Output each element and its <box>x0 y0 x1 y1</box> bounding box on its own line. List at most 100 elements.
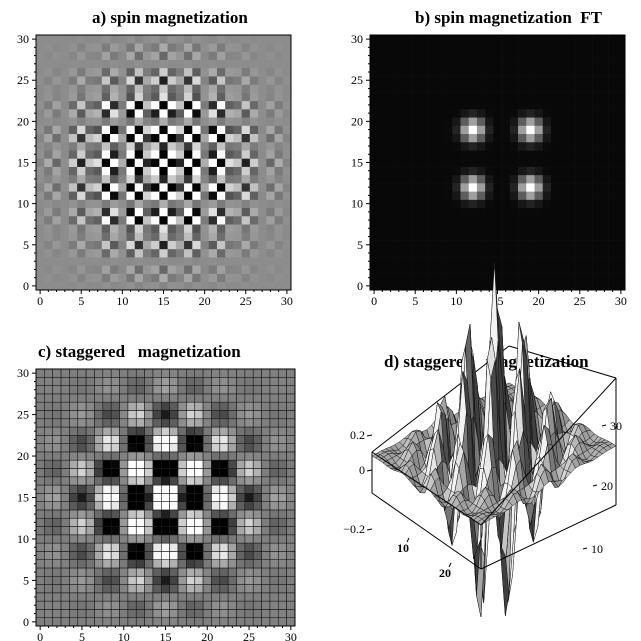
panel-b-cell <box>518 92 527 102</box>
panel-c-cell <box>94 575 104 585</box>
panel-c-cell <box>44 584 53 594</box>
panel-b-cell <box>427 281 437 291</box>
panel-a-cell <box>225 51 234 60</box>
panel-b-cell <box>476 166 486 176</box>
panel-a-cell <box>159 183 168 192</box>
panel-b-cell <box>411 248 420 258</box>
panel-c-cell <box>219 517 229 527</box>
panel-c-cell <box>219 559 229 569</box>
panel-c-cell <box>52 468 62 478</box>
panel-c-cell <box>102 401 112 411</box>
panel-a-cell <box>44 174 53 184</box>
panel-b-cell <box>575 207 585 217</box>
panel-a-cell <box>175 199 185 209</box>
panel-a-cell <box>159 174 168 184</box>
panel-a-cell <box>208 166 218 176</box>
panel-a-cell <box>208 240 218 250</box>
panel-b-cell <box>476 150 486 159</box>
panel-c-cell <box>110 617 120 627</box>
panel-b-cell <box>559 207 568 217</box>
panel-a-cell <box>93 150 103 159</box>
panel-a-cell <box>44 76 53 85</box>
panel-a-cell <box>258 84 267 93</box>
panel-b-cell <box>402 174 412 184</box>
panel-c-cell <box>161 418 170 428</box>
panel-c-cell <box>60 592 70 602</box>
panel-c-x-tick-label: 5 <box>79 630 85 641</box>
panel-c-cell <box>261 517 271 527</box>
panel-a-cell <box>142 215 152 225</box>
panel-c-cell <box>110 501 120 511</box>
panel-c-cell <box>177 393 187 403</box>
panel-b-cell <box>452 51 461 60</box>
panel-c-cell <box>236 592 246 602</box>
panel-c-cell <box>144 575 154 585</box>
panel-a-cell <box>85 281 94 291</box>
panel-c-cell <box>269 575 279 585</box>
panel-b-cell <box>493 92 502 102</box>
panel-b-cell <box>616 109 626 118</box>
panel-b-cell <box>509 224 519 233</box>
panel-a-cell <box>151 117 160 126</box>
panel-c-cell <box>177 493 187 502</box>
panel-a-cell <box>101 281 111 291</box>
panel-c-cell <box>127 459 137 469</box>
panel-c-cell <box>77 410 87 420</box>
panel-b-cell <box>468 248 478 258</box>
panel-a-cell <box>249 174 259 184</box>
panel-a-cell <box>93 51 103 60</box>
panel-c-cell <box>211 401 221 411</box>
panel-a-cell <box>151 232 160 241</box>
panel-a-cell <box>93 35 103 44</box>
panel-c-cell <box>211 509 221 519</box>
panel-a-cell <box>216 59 226 69</box>
panel-a-cell <box>249 207 259 217</box>
panel-c-cell <box>194 617 204 627</box>
panel-b-cell <box>476 183 486 192</box>
panel-d-title: d) staggered magnetization <box>384 352 589 371</box>
panel-a-cell <box>101 109 111 118</box>
panel-c-cell <box>286 551 296 560</box>
panel-a-cell <box>200 141 210 151</box>
panel-a-cell <box>60 100 70 110</box>
panel-a-cell <box>68 125 78 135</box>
panel-c-cell <box>152 542 162 552</box>
panel-a-cell <box>200 51 210 60</box>
panel-b-cell <box>600 158 609 167</box>
panel-b-cell <box>419 35 428 44</box>
panel-c-cell <box>119 435 129 444</box>
panel-c-cell <box>194 509 204 519</box>
panel-b-cell <box>476 67 486 77</box>
panel-a-cell <box>36 43 45 52</box>
z-tick-label: −0.2 <box>343 522 365 536</box>
panel-a-cell <box>274 265 284 274</box>
panel-b-cell <box>542 215 552 225</box>
panel-c-cell <box>186 468 196 478</box>
panel-b-cell <box>559 248 568 258</box>
panel-b-cell <box>468 232 478 241</box>
panel-b-cell <box>444 150 453 159</box>
panel-a-cell <box>200 265 210 274</box>
panel-b-cell <box>370 100 379 110</box>
panel-a-cell <box>142 92 152 102</box>
panel-c-cell <box>177 401 187 411</box>
panel-c-cell <box>202 526 212 536</box>
panel-c-cell <box>202 376 212 386</box>
panel-a-cell <box>101 67 111 77</box>
panel-b-cell <box>616 100 626 110</box>
panel-b-cell <box>435 224 445 233</box>
panel-c-cell <box>119 559 129 569</box>
panel-a-cell <box>44 35 53 44</box>
panel-a-cell <box>249 215 259 225</box>
panel-a-cell <box>266 150 275 159</box>
panel-c-cell <box>202 609 212 619</box>
panel-c-cell <box>152 534 162 544</box>
panel-a-cell <box>142 150 152 159</box>
panel-c-cell <box>286 526 296 536</box>
panel-b-cell <box>460 215 470 225</box>
panel-b-cell <box>485 100 494 110</box>
panel-b-cell <box>394 191 404 200</box>
panel-a-cell <box>68 150 78 159</box>
